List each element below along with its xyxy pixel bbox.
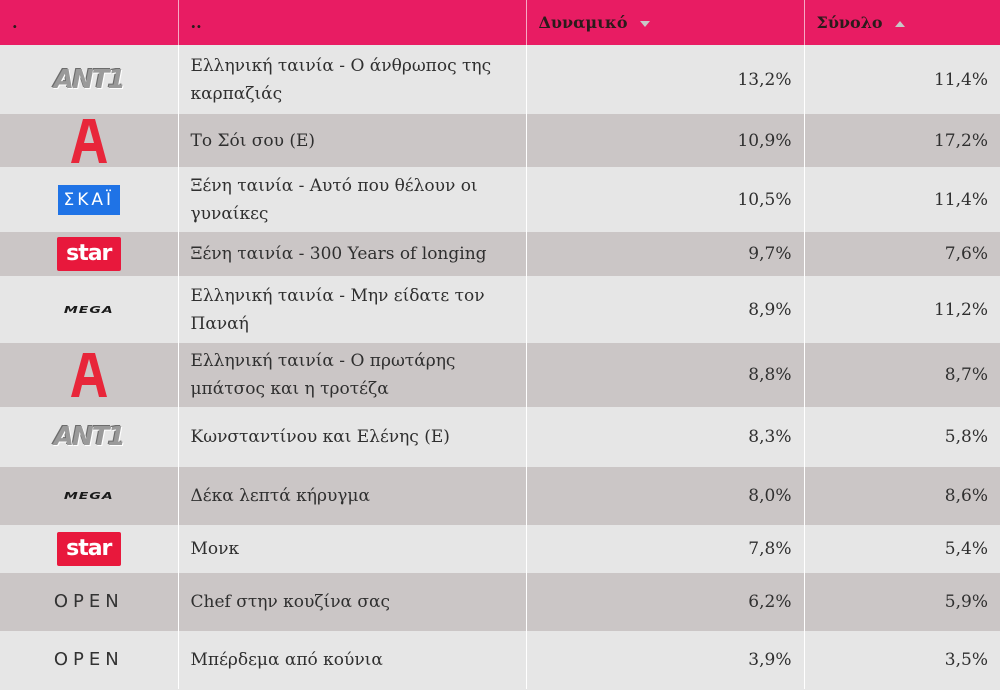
dynamic-value: 8,3% [526,407,805,467]
alpha-logo [69,117,109,165]
sort-asc-icon[interactable] [894,20,905,27]
header-dynamic-label: Δυναμικό [538,13,628,32]
dynamic-value: 3,9% [526,631,805,689]
open-logo: OPEN [53,649,124,671]
total-value: 11,4% [804,45,1000,114]
total-value: 11,2% [804,276,1000,343]
show-title: Ελληνική ταινία - Μην είδατε τον Παναή [178,276,527,343]
show-title: Δέκα λεπτά κήρυγμα [178,467,527,525]
alpha-logo [69,351,109,399]
ant1-logo: ANT1 [53,64,126,95]
dynamic-value: 10,9% [526,114,805,167]
table-body: ANT1 Ελληνική ταινία - Ο άνθρωπος της καρ… [0,45,1000,689]
channel-cell: MEGA [0,276,179,343]
total-value: 3,5% [804,631,1000,689]
alpha-logo-shape [70,353,107,397]
header-dynamic[interactable]: Δυναμικό [526,0,805,45]
header-total-label: Σύνολο [816,13,883,32]
dynamic-value: 8,0% [526,467,805,525]
open-logo: OPEN [53,591,124,613]
channel-cell: ANT1 [0,407,179,467]
table-row[interactable]: OPEN Μπέρδεμα από κούνια 3,9% 3,5% [0,631,1000,689]
channel-cell: star [0,232,179,276]
table-row[interactable]: MEGA Δέκα λεπτά κήρυγμα 8,0% 8,6% [0,467,1000,525]
dynamic-value: 9,7% [526,232,805,276]
dynamic-value: 8,9% [526,276,805,343]
table-row[interactable]: star Μονκ 7,8% 5,4% [0,525,1000,573]
star-logo: star [56,237,121,271]
total-value: 11,4% [804,167,1000,232]
total-value: 5,8% [804,407,1000,467]
header-channel[interactable]: . [0,0,179,45]
show-title: Ξένη ταινία - Αυτό που θέλουν οι γυναίκε… [178,167,527,232]
dynamic-value: 8,8% [526,343,805,407]
channel-cell [0,114,179,167]
show-title: Κωνσταντίνου και Ελένης (Ε) [178,407,527,467]
total-value: 7,6% [804,232,1000,276]
skai-logo: ΣΚΑΪ [57,184,120,215]
total-value: 17,2% [804,114,1000,167]
show-title: Ελληνική ταινία - Ο άνθρωπος της καρπαζι… [178,45,527,114]
sort-desc-icon[interactable] [639,20,650,27]
show-title: Chef στην κουζίνα σας [178,573,527,631]
channel-cell: OPEN [0,573,179,631]
mega-logo: MEGA [63,490,114,502]
channel-cell: OPEN [0,631,179,689]
channel-cell: MEGA [0,467,179,525]
header-show[interactable]: .. [178,0,527,45]
table-row[interactable]: ANT1 Ελληνική ταινία - Ο άνθρωπος της καρ… [0,45,1000,114]
table-row[interactable]: Το Σόι σου (Ε) 10,9% 17,2% [0,114,1000,167]
header-show-label: .. [190,13,202,32]
show-title: Μπέρδεμα από κούνια [178,631,527,689]
mega-logo: MEGA [63,304,114,316]
table-row[interactable]: star Ξένη ταινία - 300 Years of longing 9,… [0,232,1000,276]
ant1-logo: ANT1 [53,422,126,453]
total-value: 8,6% [804,467,1000,525]
alpha-logo-shape [70,118,107,163]
dynamic-value: 13,2% [526,45,805,114]
channel-cell: ANT1 [0,45,179,114]
table-row[interactable]: ANT1 Κωνσταντίνου και Ελένης (Ε) 8,3% 5,8% [0,407,1000,467]
show-title: Ξένη ταινία - 300 Years of longing [178,232,527,276]
table-row[interactable]: ΣΚΑΪ Ξένη ταινία - Αυτό που θέλουν οι γυν… [0,167,1000,232]
show-title: Το Σόι σου (Ε) [178,114,527,167]
header-channel-label: . [12,13,18,32]
table-row[interactable]: OPEN Chef στην κουζίνα σας 6,2% 5,9% [0,573,1000,631]
total-value: 5,4% [804,525,1000,573]
dynamic-value: 6,2% [526,573,805,631]
table-header-row: . .. Δυναμικό Σύνολο [0,0,1000,45]
table-row[interactable]: MEGA Ελληνική ταινία - Μην είδατε τον Παν… [0,276,1000,343]
header-total[interactable]: Σύνολο [804,0,1000,45]
dynamic-value: 7,8% [526,525,805,573]
total-value: 5,9% [804,573,1000,631]
channel-cell: ΣΚΑΪ [0,167,179,232]
dynamic-value: 10,5% [526,167,805,232]
show-title: Ελληνική ταινία - Ο πρωτάρης μπάτσος και… [178,343,527,407]
table-row[interactable]: Ελληνική ταινία - Ο πρωτάρης μπάτσος και… [0,343,1000,407]
channel-cell [0,343,179,407]
show-title: Μονκ [178,525,527,573]
total-value: 8,7% [804,343,1000,407]
channel-cell: star [0,525,179,573]
star-logo: star [56,532,121,566]
